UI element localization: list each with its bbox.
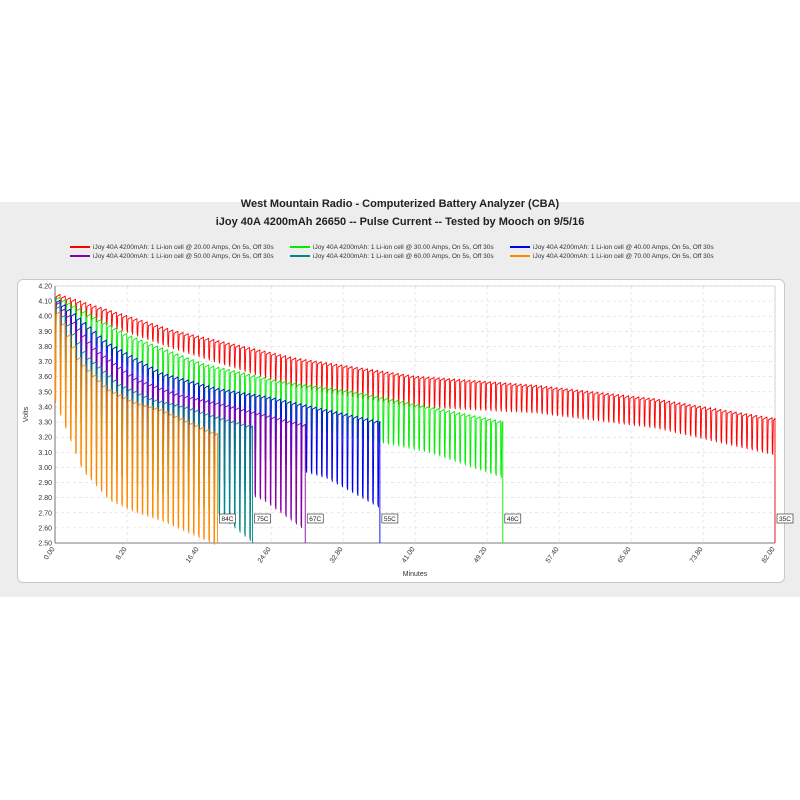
chart-title: West Mountain Radio - Computerized Batte… <box>240 198 560 210</box>
y-tick-label: 3.10 <box>38 450 52 457</box>
legend-label: iJoy 40A 4200mAh: 1 Li-ion cell @ 70.00 … <box>533 253 714 260</box>
legend-swatch <box>70 255 90 258</box>
y-tick-label: 3.20 <box>38 435 52 442</box>
x-tick-label: 0.00 <box>43 546 57 561</box>
end-temp-label: 67C <box>309 516 321 523</box>
x-tick-label: 8.20 <box>115 546 129 561</box>
legend-swatch <box>70 246 90 249</box>
series-line <box>54 301 218 545</box>
end-label-box <box>381 513 399 524</box>
y-tick-label: 3.50 <box>38 389 52 396</box>
y-axis-label: Volts <box>23 406 30 422</box>
x-tick-label: 24.60 <box>257 546 273 564</box>
y-tick-label: 2.60 <box>38 525 52 532</box>
x-tick-label: 32.80 <box>329 546 345 564</box>
legend-item: iJoy 40A 4200mAh: 1 Li-ion cell @ 40.00 … <box>510 244 714 251</box>
y-tick-label: 3.30 <box>38 420 52 427</box>
x-axis-label: Minutes <box>403 571 428 578</box>
legend-swatch <box>290 255 310 258</box>
series-line <box>54 293 776 543</box>
y-tick-label: 3.00 <box>38 465 52 472</box>
legend-swatch <box>510 255 530 258</box>
legend-swatch <box>290 246 310 249</box>
legend-label: iJoy 40A 4200mAh: 1 Li-ion cell @ 20.00 … <box>93 244 274 251</box>
series-line <box>54 295 504 543</box>
legend-item: iJoy 40A 4200mAh: 1 Li-ion cell @ 60.00 … <box>290 253 494 260</box>
end-temp-label: 84C <box>221 516 233 523</box>
x-tick-label: 73.80 <box>689 546 705 564</box>
end-temp-label: 55C <box>384 516 396 523</box>
end-temp-label: 75C <box>257 516 269 523</box>
legend-item: iJoy 40A 4200mAh: 1 Li-ion cell @ 50.00 … <box>70 253 274 260</box>
legend: iJoy 40A 4200mAh: 1 Li-ion cell @ 20.00 … <box>70 244 790 266</box>
y-tick-label: 2.90 <box>38 480 52 487</box>
chart-subtitle: iJoy 40A 4200mAh 26650 -- Pulse Current … <box>215 216 585 228</box>
y-tick-label: 3.60 <box>38 374 52 381</box>
y-tick-label: 2.50 <box>38 541 52 548</box>
y-tick-label: 2.80 <box>38 495 52 502</box>
x-tick-label: 49.20 <box>473 546 489 564</box>
end-temp-label: 35C <box>779 516 791 523</box>
end-label-box <box>306 513 324 524</box>
legend-item: iJoy 40A 4200mAh: 1 Li-ion cell @ 30.00 … <box>290 244 494 251</box>
y-tick-label: 3.70 <box>38 359 52 366</box>
legend-label: iJoy 40A 4200mAh: 1 Li-ion cell @ 40.00 … <box>533 244 714 251</box>
legend-label: iJoy 40A 4200mAh: 1 Li-ion cell @ 50.00 … <box>93 253 274 260</box>
legend-swatch <box>510 246 530 249</box>
end-label-box <box>254 513 271 524</box>
y-tick-label: 3.80 <box>38 344 52 351</box>
y-tick-label: 4.20 <box>38 284 52 291</box>
y-tick-label: 4.10 <box>38 299 52 306</box>
x-tick-label: 41.00 <box>401 546 417 564</box>
end-label-box <box>504 513 522 524</box>
y-tick-label: 2.70 <box>38 510 52 517</box>
y-tick-label: 4.00 <box>38 314 52 321</box>
x-tick-label: 16.40 <box>185 546 201 564</box>
legend-item: iJoy 40A 4200mAh: 1 Li-ion cell @ 20.00 … <box>70 244 274 251</box>
x-tick-label: 82.00 <box>761 546 777 564</box>
x-tick-label: 65.60 <box>617 546 633 564</box>
y-tick-label: 3.90 <box>38 329 52 336</box>
plot-area <box>17 279 785 583</box>
legend-item: iJoy 40A 4200mAh: 1 Li-ion cell @ 70.00 … <box>510 253 714 260</box>
legend-label: iJoy 40A 4200mAh: 1 Li-ion cell @ 30.00 … <box>313 244 494 251</box>
end-label-box <box>776 513 794 524</box>
series-line <box>54 296 381 543</box>
legend-label: iJoy 40A 4200mAh: 1 Li-ion cell @ 60.00 … <box>313 253 494 260</box>
end-temp-label: 46C <box>507 516 519 523</box>
end-label-box <box>219 513 236 524</box>
x-tick-label: 57.40 <box>545 546 561 564</box>
y-tick-label: 3.40 <box>38 404 52 411</box>
